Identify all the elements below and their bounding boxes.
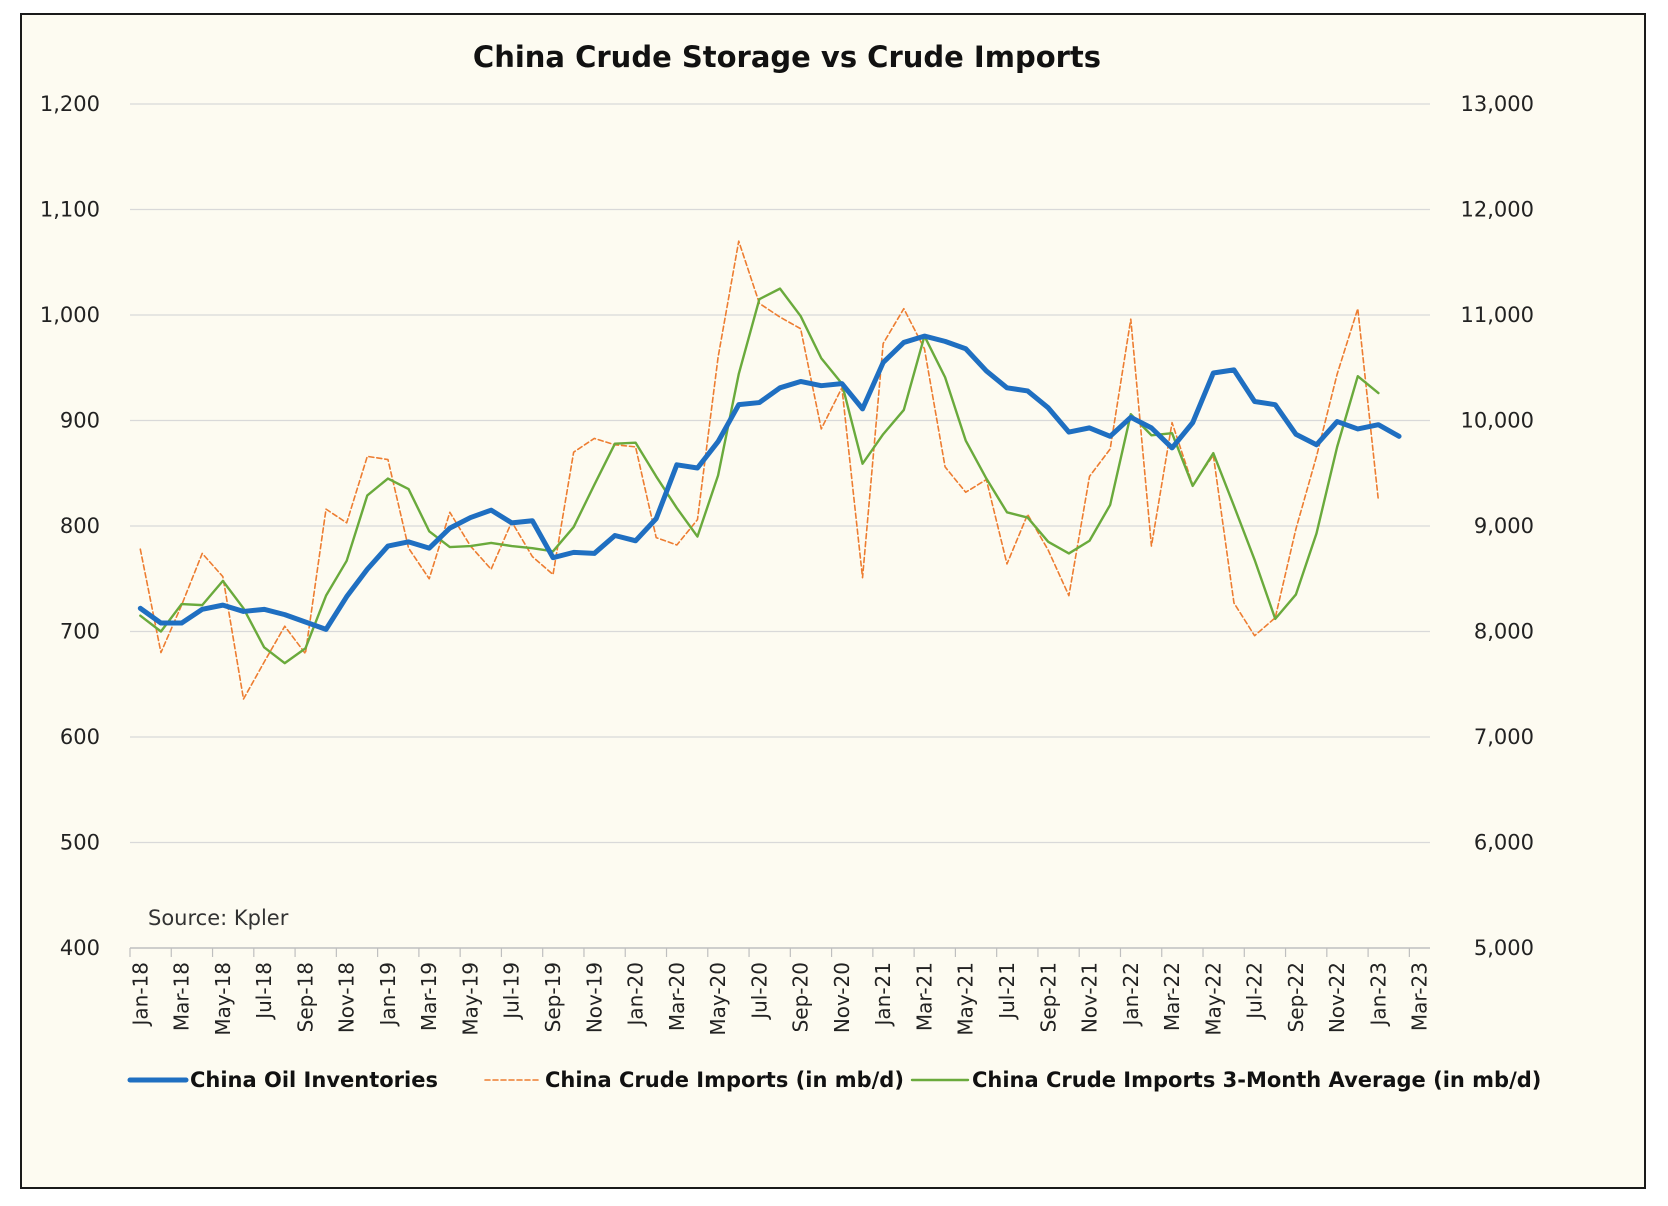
gridlines bbox=[130, 103, 1430, 844]
x-axis-tick-label: Nov-18 bbox=[335, 962, 359, 1033]
legend: China Oil Inventories China Crude Imports… bbox=[127, 1068, 1541, 1092]
x-axis-tick-label: Jan-20 bbox=[624, 962, 648, 1028]
x-axis-tick-label: Jul-22 bbox=[1243, 962, 1267, 1021]
x-axis-tick-label: May-21 bbox=[954, 962, 978, 1036]
x-axis-tick-label: Jul-19 bbox=[500, 962, 524, 1021]
right-axis-tick-label: 5,000 bbox=[1474, 936, 1534, 960]
left-axis-tick-label: 600 bbox=[60, 725, 100, 749]
right-axis-tick-label: 7,000 bbox=[1474, 725, 1534, 749]
x-axis-tick-label: Jan-21 bbox=[871, 962, 895, 1028]
series-lines bbox=[137, 240, 1402, 700]
legend-label: China Crude Imports 3-Month Average (in … bbox=[972, 1068, 1541, 1092]
x-axis-tick-label: Jan-22 bbox=[1119, 962, 1143, 1028]
x-axis-tick-label: Sep-19 bbox=[541, 962, 565, 1032]
left-axis-tick-label: 700 bbox=[60, 620, 100, 644]
left-axis-tick-label: 500 bbox=[60, 831, 100, 855]
series-line-imports-3m-avg bbox=[139, 287, 1380, 665]
left-axis-tick-label: 1,000 bbox=[40, 303, 100, 327]
x-axis-tick-label: Sep-21 bbox=[1036, 962, 1060, 1032]
axes bbox=[129, 947, 1430, 957]
x-axis-tick-label: Mar-18 bbox=[170, 962, 194, 1031]
source-annotation: Source: Kpler bbox=[148, 906, 289, 930]
right-axis-tick-label: 9,000 bbox=[1474, 514, 1534, 538]
left-axis-tick-label: 800 bbox=[60, 514, 100, 538]
x-axis-tick-labels: Jan-18 Mar-18 May-18 Jul-18 Sep-18 Nov-18 Jan-… bbox=[128, 962, 1431, 1036]
right-axis-tick-label: 12,000 bbox=[1461, 198, 1534, 222]
x-axis-tick-label: Jan-19 bbox=[376, 962, 400, 1028]
x-axis-tick-label: Jul-20 bbox=[747, 962, 771, 1021]
x-axis-tick-label: Jul-21 bbox=[995, 962, 1019, 1021]
chart-title: China Crude Storage vs Crude Imports bbox=[473, 40, 1101, 74]
left-axis-tick-label: 1,200 bbox=[40, 92, 100, 116]
right-axis-tick-label: 11,000 bbox=[1461, 303, 1534, 327]
right-axis-tick-label: 6,000 bbox=[1474, 831, 1534, 855]
series-line-inventories bbox=[137, 333, 1402, 632]
x-axis-tick-label: Sep-20 bbox=[789, 962, 813, 1032]
x-axis-tick-label: Sep-18 bbox=[293, 962, 317, 1032]
x-axis-tick-label: May-18 bbox=[211, 962, 235, 1036]
x-axis-tick-label: May-20 bbox=[706, 962, 730, 1036]
x-axis-tick-label: Jul-18 bbox=[252, 962, 276, 1021]
right-axis-tick-labels: 5,000 6,000 7,000 8,000 9,000 10,000 11,000 12,… bbox=[1461, 92, 1534, 960]
x-axis-tick-label: Nov-19 bbox=[582, 962, 606, 1033]
x-axis-tick-label: Nov-21 bbox=[1078, 962, 1102, 1033]
right-axis-tick-label: 13,000 bbox=[1461, 92, 1534, 116]
legend-label: China Crude Imports (in mb/d) bbox=[545, 1068, 904, 1092]
x-axis-tick-label: Mar-20 bbox=[665, 962, 689, 1031]
x-axis-tick-label: Jan-23 bbox=[1366, 962, 1390, 1028]
x-axis-tick-label: Nov-22 bbox=[1325, 962, 1349, 1033]
x-axis-tick-label: Jan-18 bbox=[128, 962, 152, 1028]
left-axis-tick-labels: 400 500 600 700 800 900 1,000 1,100 1,200 bbox=[40, 92, 100, 960]
x-axis-tick-label: May-19 bbox=[458, 962, 482, 1036]
x-axis-tick-label: Mar-19 bbox=[417, 962, 441, 1031]
x-axis-tick-label: Mar-21 bbox=[912, 962, 936, 1031]
x-axis-tick-label: Mar-22 bbox=[1160, 962, 1184, 1031]
x-axis-tick-label: Mar-23 bbox=[1408, 962, 1432, 1031]
right-axis-tick-label: 8,000 bbox=[1474, 620, 1534, 644]
x-axis-tick-label: Sep-22 bbox=[1284, 962, 1308, 1032]
legend-label: China Oil Inventories bbox=[190, 1068, 438, 1092]
chart-frame: China Crude Storage vs Crude Imports 400… bbox=[20, 13, 1646, 1189]
left-axis-tick-label: 900 bbox=[60, 409, 100, 433]
left-axis-tick-label: 1,100 bbox=[40, 198, 100, 222]
chart-svg: China Crude Storage vs Crude Imports 400… bbox=[40, 40, 1542, 1092]
left-axis-tick-label: 400 bbox=[60, 936, 100, 960]
x-axis-tick-label: May-22 bbox=[1201, 962, 1225, 1036]
right-axis-tick-label: 10,000 bbox=[1461, 409, 1534, 433]
x-axis-tick-label: Nov-20 bbox=[830, 962, 854, 1033]
